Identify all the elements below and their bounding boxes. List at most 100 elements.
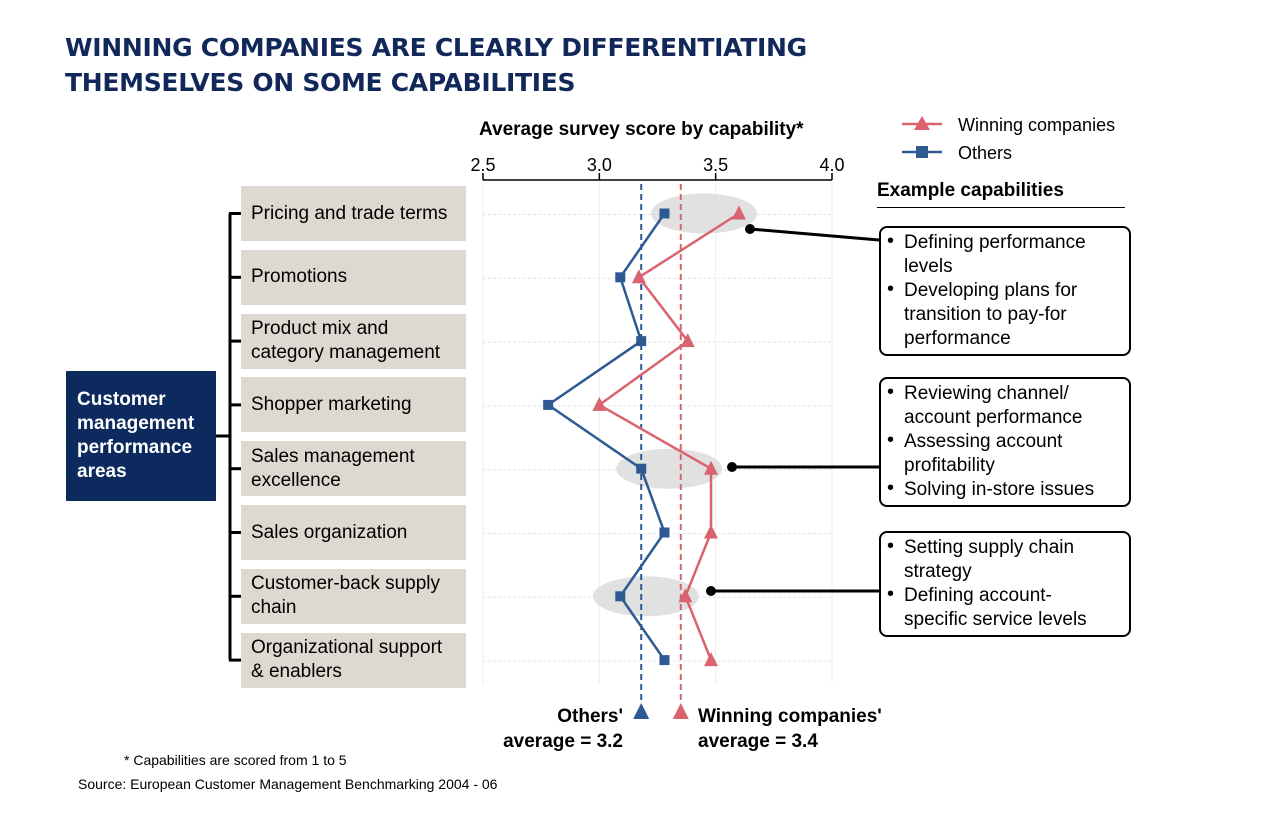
example-item-text: Setting supply chain xyxy=(904,537,1075,558)
legend-others: Others xyxy=(900,143,1012,164)
series-line xyxy=(597,212,740,661)
example-list: Defining performancelevelsDeveloping pla… xyxy=(886,229,1125,351)
example-item-text: performance xyxy=(904,328,1011,349)
series-line xyxy=(545,212,666,661)
category-label: category management xyxy=(251,342,441,364)
winning-point xyxy=(592,396,607,411)
example-item-text: Defining performance xyxy=(904,232,1086,253)
others-point xyxy=(636,336,647,347)
root-box-line: areas xyxy=(77,461,127,482)
category-label: Customer-back supply xyxy=(251,573,441,595)
example-box: Reviewing channel/account performanceAss… xyxy=(879,377,1131,507)
example-item-text: account performance xyxy=(904,407,1083,428)
winning-point xyxy=(631,269,646,284)
root-box-line: Customer xyxy=(77,389,166,410)
category-label: Shopper marketing xyxy=(251,393,412,415)
example-list: Reviewing channel/account performanceAss… xyxy=(886,380,1125,502)
category-label: Sales organization xyxy=(251,521,408,543)
connector-line xyxy=(749,227,880,242)
others-point xyxy=(615,591,626,602)
legend-winning-marker xyxy=(914,116,930,130)
x-tick-label: 2.5 xyxy=(470,155,495,175)
winning-point xyxy=(680,333,695,348)
others-average-line-1: Others' xyxy=(557,706,623,727)
connector-dot xyxy=(706,586,716,596)
winning-point xyxy=(704,524,719,539)
example-item: Developing plans for transition to pay-fo… xyxy=(886,277,1125,351)
connector-dot xyxy=(727,462,737,472)
winning-point xyxy=(704,460,719,475)
root-box-line: performance xyxy=(77,437,193,458)
example-item-text: levels xyxy=(904,256,953,277)
x-tick-label: 3.5 xyxy=(703,155,728,175)
winning-average-label: Winning companies' average = 3.4 xyxy=(698,704,882,754)
winning-point xyxy=(678,588,693,603)
example-item-text: Assessing account xyxy=(904,431,1063,452)
category-box: Organizational support & enablers xyxy=(241,632,466,688)
category-label: Pricing and trade terms xyxy=(251,202,448,224)
connector-dot xyxy=(745,224,755,234)
example-item-text: Solving in-store issues xyxy=(904,479,1095,500)
root-box-line: management xyxy=(77,413,195,434)
source-note: Source: European Customer Management Ben… xyxy=(78,776,498,792)
winning-average-line-2: average = 3.4 xyxy=(698,731,818,752)
others-point xyxy=(543,399,554,410)
others-point xyxy=(659,208,670,219)
axis-title: Average survey score by capability* xyxy=(479,119,804,140)
category-box: Shopper marketing xyxy=(241,377,466,433)
x-tick-label: 3.0 xyxy=(587,155,612,175)
highlight-ellipse xyxy=(592,576,699,617)
highlight-ellipse xyxy=(616,448,723,489)
example-item-text: transition to pay-for xyxy=(904,304,1067,325)
category-box: Product mix and category management xyxy=(241,313,466,369)
others-point xyxy=(615,272,626,283)
page-title: WINNING COMPANIES ARE CLEARLY DIFFERENTI… xyxy=(65,30,1065,100)
legend-winning-label: Winning companies xyxy=(958,115,1116,135)
example-box: Defining performancelevelsDeveloping pla… xyxy=(879,226,1131,356)
example-item: Reviewing channel/account performance xyxy=(886,380,1125,430)
category-label: Product mix and xyxy=(251,318,389,340)
average-marker xyxy=(633,703,650,719)
others-point xyxy=(659,527,670,538)
others-average-line-2: average = 3.2 xyxy=(503,731,623,752)
category-box: Sales management excellence xyxy=(241,441,466,497)
example-item-text: Defining account- xyxy=(904,585,1052,606)
example-item: Defining performance levels xyxy=(886,229,1125,279)
others-point xyxy=(636,463,647,474)
category-box: Sales organization xyxy=(241,505,466,560)
highlight-ellipse xyxy=(651,193,758,234)
example-item-text: Developing plans for xyxy=(904,280,1078,301)
root-category-box: Customer management performance areas xyxy=(66,371,216,501)
category-label: Organizational support xyxy=(251,637,443,659)
title-line-2: THEMSELVES ON SOME CAPABILITIES xyxy=(65,68,576,97)
category-label: Promotions xyxy=(251,266,348,288)
example-item-text: specific service levels xyxy=(904,609,1087,630)
example-item-text: Reviewing channel/ xyxy=(904,383,1069,404)
example-item: Setting supply chain strategy xyxy=(886,534,1125,584)
x-tick-label: 4.0 xyxy=(819,155,844,175)
others-point xyxy=(659,655,670,666)
example-item-text: strategy xyxy=(904,561,972,582)
example-item: Solving in-store issues xyxy=(886,476,1125,502)
category-label: excellence xyxy=(251,469,341,491)
example-item: Defining account-specific service levels xyxy=(886,582,1125,632)
winning-average-line-1: Winning companies' xyxy=(698,706,882,727)
example-item: Assessing account profitability xyxy=(886,428,1125,478)
footnote: * Capabilities are scored from 1 to 5 xyxy=(124,752,347,768)
example-box: Setting supply chainstrategyDefining acc… xyxy=(879,531,1131,637)
winning-point xyxy=(731,205,746,220)
average-marker xyxy=(672,703,689,719)
legend-winning: Winning companies xyxy=(900,115,1115,136)
category-box: Customer-back supply chain xyxy=(241,568,466,624)
legend-others-marker xyxy=(916,146,928,158)
category-label: & enablers xyxy=(251,661,342,683)
category-box: Pricing and trade terms xyxy=(241,186,466,241)
others-average-label: Others' average = 3.2 xyxy=(503,704,623,754)
winning-point xyxy=(704,652,719,667)
example-list: Setting supply chainstrategyDefining acc… xyxy=(886,534,1125,632)
category-label: Sales management xyxy=(251,445,415,467)
example-capabilities-heading: Example capabilities xyxy=(877,180,1125,208)
title-line-1: WINNING COMPANIES ARE CLEARLY DIFFERENTI… xyxy=(65,33,807,62)
legend-others-label: Others xyxy=(958,143,1013,163)
